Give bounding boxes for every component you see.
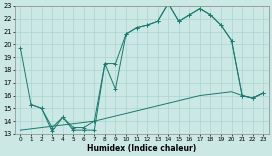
X-axis label: Humidex (Indice chaleur): Humidex (Indice chaleur) bbox=[87, 144, 196, 153]
